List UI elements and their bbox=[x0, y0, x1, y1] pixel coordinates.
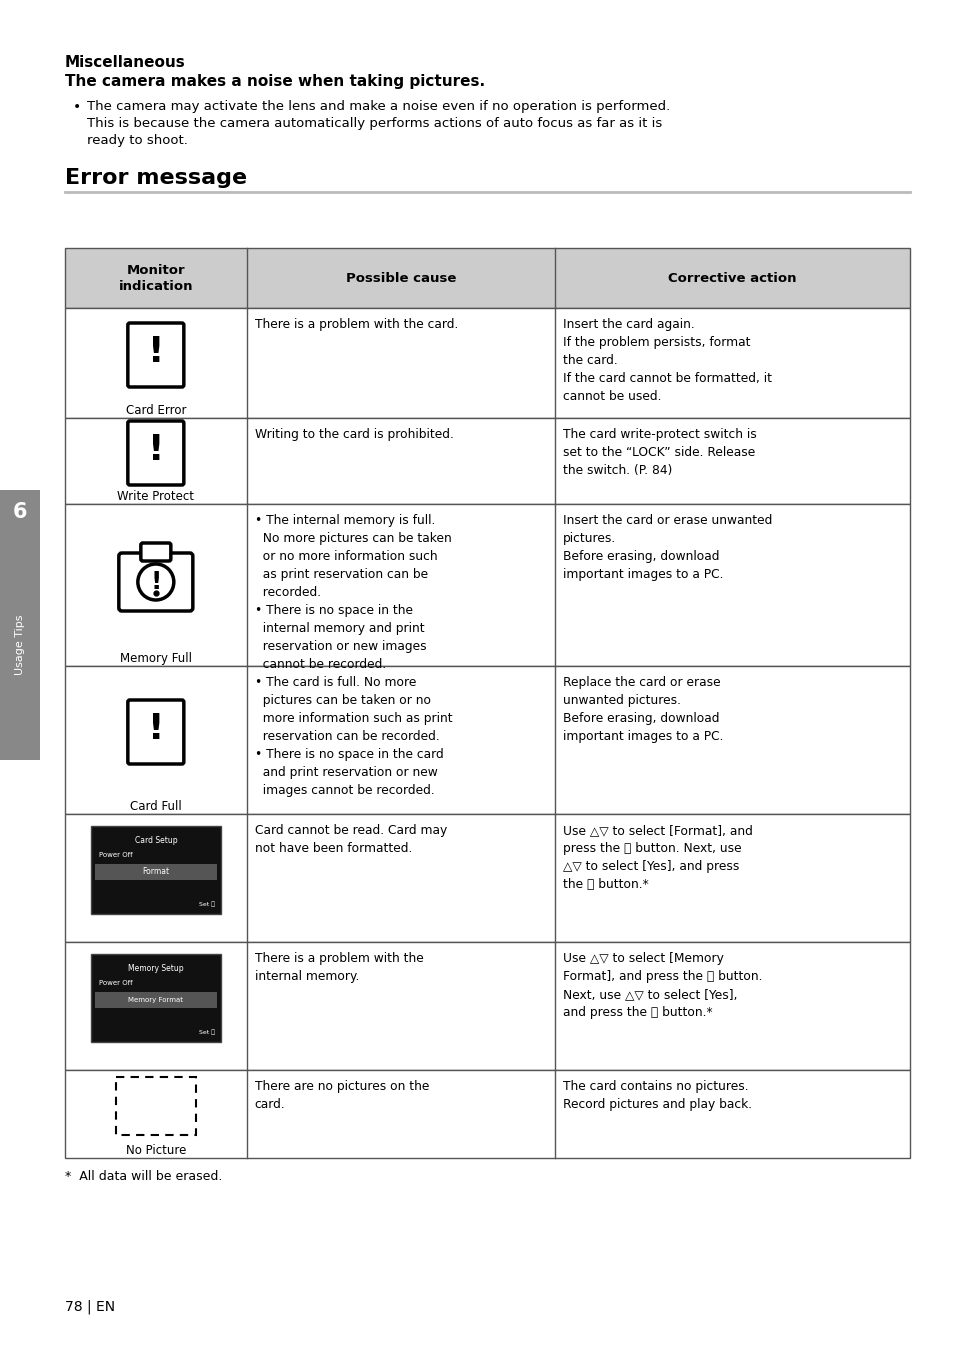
Bar bbox=[91, 826, 220, 915]
Text: Writing to the card is prohibited.: Writing to the card is prohibited. bbox=[254, 427, 453, 441]
Bar bbox=[115, 1077, 195, 1134]
Bar bbox=[65, 1071, 909, 1158]
Text: •: • bbox=[73, 100, 81, 114]
Text: • The internal memory is full.
  No more pictures can be taken
  or no more info: • The internal memory is full. No more p… bbox=[254, 514, 451, 670]
Bar bbox=[94, 992, 216, 1008]
Bar bbox=[65, 248, 909, 308]
Bar bbox=[65, 814, 909, 942]
Text: Memory Format: Memory Format bbox=[129, 997, 183, 1003]
Text: There is a problem with the
internal memory.: There is a problem with the internal mem… bbox=[254, 953, 423, 982]
Text: Card Error: Card Error bbox=[126, 404, 186, 417]
Text: !: ! bbox=[148, 335, 164, 369]
Text: There is a problem with the card.: There is a problem with the card. bbox=[254, 318, 457, 331]
Text: Set ⒪: Set ⒪ bbox=[198, 1030, 214, 1035]
Text: Write Protect: Write Protect bbox=[117, 490, 194, 503]
Text: Replace the card or erase
unwanted pictures.
Before erasing, download
important : Replace the card or erase unwanted pictu… bbox=[562, 676, 722, 744]
Bar bbox=[94, 864, 216, 879]
Text: The card contains no pictures.
Record pictures and play back.: The card contains no pictures. Record pi… bbox=[562, 1080, 751, 1111]
Bar bbox=[65, 418, 909, 503]
Text: Set ⒪: Set ⒪ bbox=[198, 901, 214, 906]
Text: Use △▽ to select [Format], and
press the ⒪ button. Next, use
△▽ to select [Yes],: Use △▽ to select [Format], and press the… bbox=[562, 824, 752, 892]
Text: Power Off: Power Off bbox=[99, 980, 132, 987]
Text: Error message: Error message bbox=[65, 168, 247, 189]
Bar bbox=[65, 942, 909, 1071]
Bar bbox=[65, 666, 909, 814]
Text: Usage Tips: Usage Tips bbox=[15, 615, 25, 676]
Text: The camera makes a noise when taking pictures.: The camera makes a noise when taking pic… bbox=[65, 75, 485, 90]
Text: This is because the camera automatically performs actions of auto focus as far a: This is because the camera automatically… bbox=[87, 117, 661, 130]
Text: Miscellaneous: Miscellaneous bbox=[65, 56, 186, 71]
Text: • The card is full. No more
  pictures can be taken or no
  more information suc: • The card is full. No more pictures can… bbox=[254, 676, 452, 797]
Text: Format: Format bbox=[142, 867, 170, 877]
FancyBboxPatch shape bbox=[119, 554, 193, 611]
Text: !: ! bbox=[148, 712, 164, 746]
Text: !: ! bbox=[148, 433, 164, 467]
Text: Card Setup: Card Setup bbox=[134, 836, 177, 845]
Text: Corrective action: Corrective action bbox=[668, 271, 796, 285]
Text: *  All data will be erased.: * All data will be erased. bbox=[65, 1170, 222, 1183]
Bar bbox=[65, 308, 909, 418]
Bar bbox=[0, 490, 40, 760]
Text: Possible cause: Possible cause bbox=[345, 271, 456, 285]
Text: There are no pictures on the
card.: There are no pictures on the card. bbox=[254, 1080, 429, 1111]
Text: Power Off: Power Off bbox=[99, 852, 132, 858]
Text: The camera may activate the lens and make a noise even if no operation is perfor: The camera may activate the lens and mak… bbox=[87, 100, 670, 113]
Text: The card write-protect switch is
set to the “LOCK” side. Release
the switch. (P.: The card write-protect switch is set to … bbox=[562, 427, 756, 478]
FancyBboxPatch shape bbox=[128, 421, 184, 484]
Text: 6: 6 bbox=[12, 502, 28, 522]
Text: Memory Setup: Memory Setup bbox=[128, 963, 184, 973]
Circle shape bbox=[137, 565, 173, 600]
Text: Card cannot be read. Card may
not have been formatted.: Card cannot be read. Card may not have b… bbox=[254, 824, 446, 855]
Text: ready to shoot.: ready to shoot. bbox=[87, 134, 188, 147]
Text: Memory Full: Memory Full bbox=[120, 651, 192, 665]
Text: Card Full: Card Full bbox=[130, 801, 181, 813]
Text: !: ! bbox=[150, 570, 161, 594]
FancyBboxPatch shape bbox=[141, 543, 171, 560]
FancyBboxPatch shape bbox=[128, 700, 184, 764]
FancyBboxPatch shape bbox=[128, 323, 184, 387]
Text: Monitor
indication: Monitor indication bbox=[118, 263, 193, 293]
Text: Insert the card or erase unwanted
pictures.
Before erasing, download
important i: Insert the card or erase unwanted pictur… bbox=[562, 514, 772, 581]
Bar bbox=[91, 954, 220, 1042]
Text: 78 | EN: 78 | EN bbox=[65, 1300, 115, 1315]
Bar bbox=[65, 503, 909, 666]
Text: Use △▽ to select [Memory
Format], and press the ⒪ button.
Next, use △▽ to select: Use △▽ to select [Memory Format], and pr… bbox=[562, 953, 761, 1019]
Text: Insert the card again.
If the problem persists, format
the card.
If the card can: Insert the card again. If the problem pe… bbox=[562, 318, 771, 403]
Text: No Picture: No Picture bbox=[126, 1144, 186, 1158]
